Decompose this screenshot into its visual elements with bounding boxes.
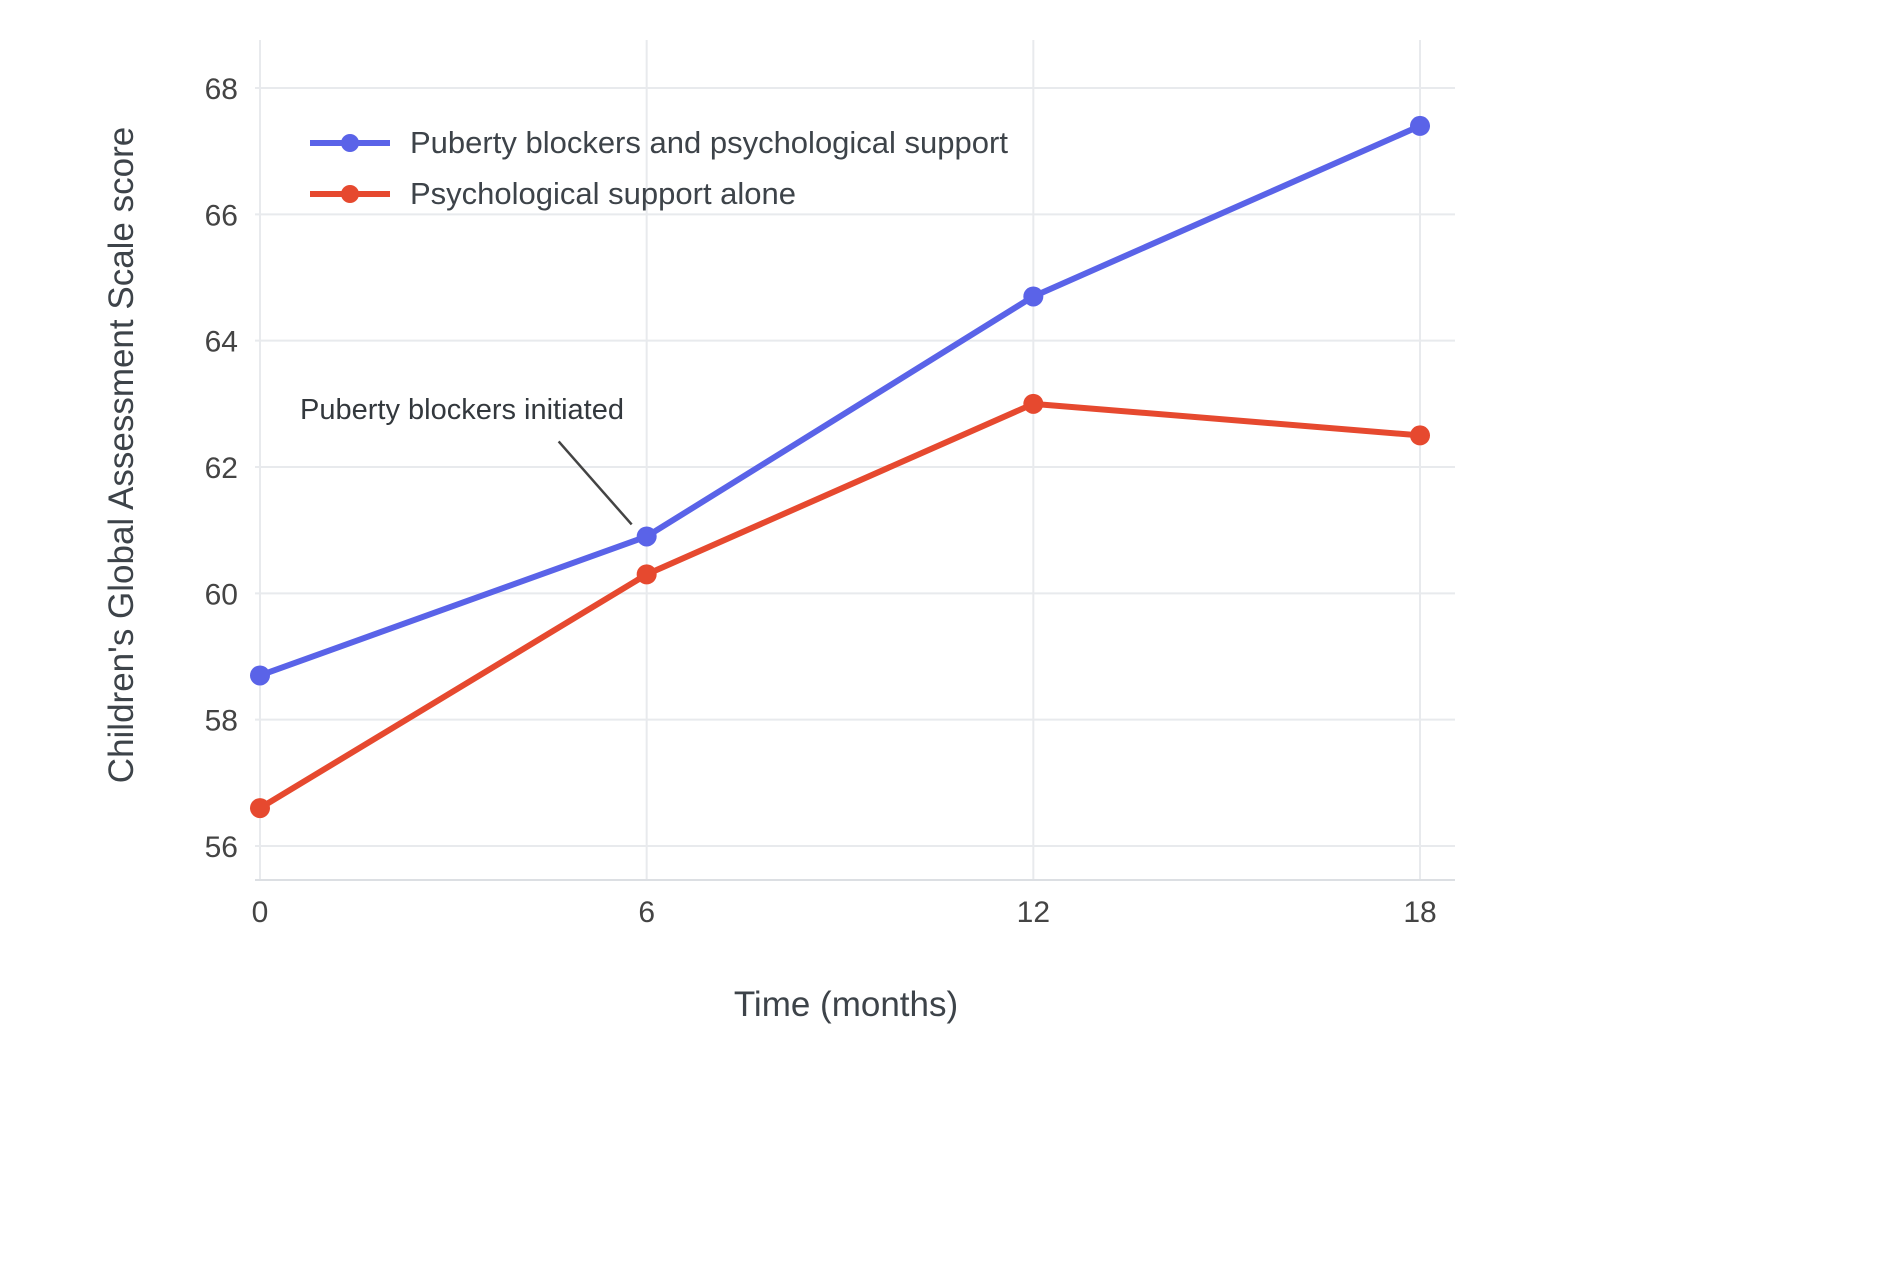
data-point-series-1 xyxy=(250,798,270,819)
x-tick-label: 18 xyxy=(1403,896,1436,929)
legend: Puberty blockers and psychological suppo… xyxy=(308,124,1008,212)
x-tick-label: 12 xyxy=(1017,896,1050,929)
legend-blue-line-marker-icon xyxy=(310,133,390,152)
legend-label-psych-support: Psychological support alone xyxy=(410,176,797,212)
data-point-series-0 xyxy=(1023,286,1044,307)
y-tick-label: 66 xyxy=(205,199,238,232)
y-tick-label: 68 xyxy=(205,73,238,106)
legend-item-puberty-blockers[interactable]: Puberty blockers and psychological suppo… xyxy=(308,124,1008,161)
annotation-leader-line xyxy=(557,440,633,526)
legend-label-puberty-blockers: Puberty blockers and psychological suppo… xyxy=(410,125,1008,160)
y-tick-label: 62 xyxy=(205,452,238,485)
y-tick-label: 58 xyxy=(205,705,238,738)
legend-red-line-marker-icon xyxy=(310,184,390,203)
x-axis-title: Time (months) xyxy=(733,985,959,1024)
data-point-series-1 xyxy=(1023,393,1044,414)
y-axis-title: Children's Global Assessment Scale score xyxy=(102,126,141,784)
y-tick-label: 64 xyxy=(205,326,238,359)
legend-item-psych-support[interactable]: Psychological support alone xyxy=(308,175,1008,212)
x-tick-label: 0 xyxy=(252,896,269,929)
data-point-series-1 xyxy=(1410,425,1430,446)
data-point-series-1 xyxy=(636,564,657,585)
series-line-1 xyxy=(257,400,1423,812)
data-point-series-0 xyxy=(636,526,657,547)
x-tick-label: 6 xyxy=(638,896,655,929)
data-point-series-0 xyxy=(250,665,270,686)
y-tick-label: 60 xyxy=(205,578,238,611)
data-point-series-0 xyxy=(1410,115,1430,136)
series-line-0 xyxy=(257,122,1423,679)
annotation-puberty-blockers-initiated: Puberty blockers initiated xyxy=(300,394,624,426)
y-tick-label: 56 xyxy=(205,831,238,864)
